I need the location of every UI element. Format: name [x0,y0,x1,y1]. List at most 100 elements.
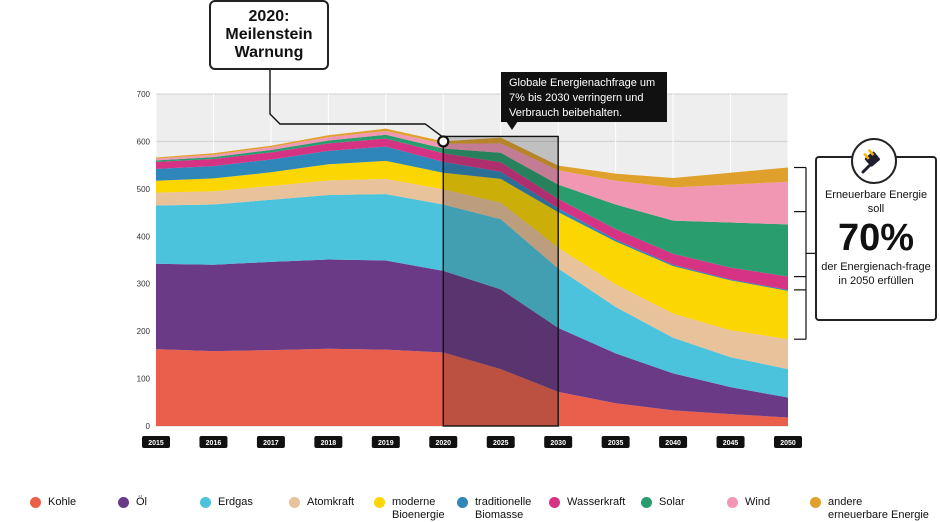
highlight-2020-2030 [442,135,559,427]
legend-label: Erdgas [218,496,253,508]
x-tick-2019: 2019 [371,436,400,448]
legend-swatch [810,497,821,508]
annotations [269,70,815,340]
x-tick-bg [716,436,745,448]
y-tick-label: 0 [146,422,151,431]
legend-item: Atomkraft [289,496,354,509]
legend-label: andere erneuerbare Energie [828,496,929,521]
series-atomkraft [156,178,788,370]
x-tick-label: 2040 [665,440,681,447]
x-tick-2040: 2040 [659,436,688,448]
series-solar [156,134,788,277]
x-tick-bg [601,436,630,448]
info-callout: Globale Energienachfrage um 7% bis 2030 … [501,72,667,122]
milestone-callout: 2020: Meilenstein Warnung [209,0,329,70]
x-tick-2035: 2035 [601,436,630,448]
chart-legend: Kohle Öl Erdgas Atomkraft moderne Bioenergie… [0,490,940,521]
renewables-line2: der Energienach-frage in 2050 erfüllen [821,261,931,287]
legend-item: andere erneuerbare Energie [810,496,929,522]
y-tick-label: 500 [137,185,151,194]
x-tick-2018: 2018 [314,436,343,448]
legend-swatch [200,497,211,508]
x-tick-bg [544,436,573,448]
legend-item: traditionelle Biomasse [457,496,531,522]
x-tick-bg [774,436,802,448]
legend-swatch [457,497,468,508]
x-tick-2030: 2030 [544,436,573,448]
x-tick-2050: 2050 [774,436,802,448]
x-tick-bg [142,436,170,448]
legend-swatch [289,497,300,508]
series-traditionelle-biomasse [156,146,788,291]
legend-label: Wind [745,496,771,508]
legend-swatch [374,497,385,508]
x-tick-label: 2018 [321,440,337,447]
legend-item: Kohle [30,496,76,509]
legend-label: traditionelle Biomasse [475,496,532,521]
x-tick-label: 2015 [148,440,164,447]
renewables-line1: Erneuerbare Energie soll [824,189,928,215]
x-tick-label: 2017 [263,440,279,447]
legend-swatch [30,497,41,508]
x-tick-label: 2020 [435,440,451,447]
series-moderne-bioenergie [156,160,788,340]
x-tick-label: 2050 [780,440,796,447]
x-tick-2016: 2016 [199,436,228,448]
plug-icon [851,138,897,184]
x-tick-bg [659,436,688,448]
legend-swatch [641,497,652,508]
x-tick-2025: 2025 [486,436,515,448]
renewables-percentage: 70% [837,217,915,259]
legend-swatch [727,497,738,508]
legend-item: Erdgas [200,496,253,509]
series-erdgas [156,194,788,398]
x-tick-label: 2019 [378,440,394,447]
legend-item: Solar [641,496,685,509]
x-tick-bg [256,436,285,448]
legend-label: Solar [659,496,685,508]
y-tick-label: 300 [137,280,151,289]
x-tick-bg [486,436,515,448]
y-tick-label: 400 [137,232,151,241]
series-andere-erneuerbare-energie [156,128,788,188]
legend-label: Wasserkraft [567,496,626,508]
legend-item: moderne Bioenergie [374,496,445,522]
legend-item: Öl [118,496,147,509]
y-tick-label: 600 [137,137,151,146]
x-tick-bg [429,436,458,448]
series-öl [156,259,788,418]
legend-swatch [549,497,560,508]
x-tick-bg [314,436,343,448]
legend-label: Kohle [48,496,77,508]
x-tick-2045: 2045 [716,436,745,448]
x-tick-2017: 2017 [256,436,285,448]
series-wind [156,130,788,225]
series-kohle [156,348,788,426]
legend-label: moderne Bioenergie [392,496,445,521]
legend-swatch [118,497,129,508]
legend-item: Wasserkraft [549,496,625,509]
y-axis-ticks: 0 100 200 300 400 500 600 700 [137,90,151,431]
milestone-leader-line [269,70,444,138]
x-tick-label: 2045 [723,440,739,447]
y-tick-label: 700 [137,90,151,99]
highlight-rect [442,135,559,427]
x-axis-ticks: 2015 2016 2017 2018 2019 2020 2025 2030 2035 2040… [142,436,802,448]
x-tick-bg [371,436,400,448]
x-tick-label: 2030 [550,440,566,447]
legend-item: Wind [727,496,770,509]
series-wasserkraft [156,138,788,290]
stacked-areas [156,128,788,426]
x-tick-bg [199,436,228,448]
x-tick-2020: 2020 [429,436,458,448]
x-tick-label: 2025 [493,440,509,447]
milestone-marker [437,135,450,148]
info-callout-tail [506,121,518,130]
legend-label: Öl [136,496,147,508]
renewables-callout: Erneuerbare Energie soll 70% der Energie… [815,156,937,321]
x-tick-label: 2016 [206,440,222,447]
x-tick-2015: 2015 [142,436,170,448]
x-tick-label: 2035 [608,440,624,447]
y-tick-label: 100 [137,375,151,384]
